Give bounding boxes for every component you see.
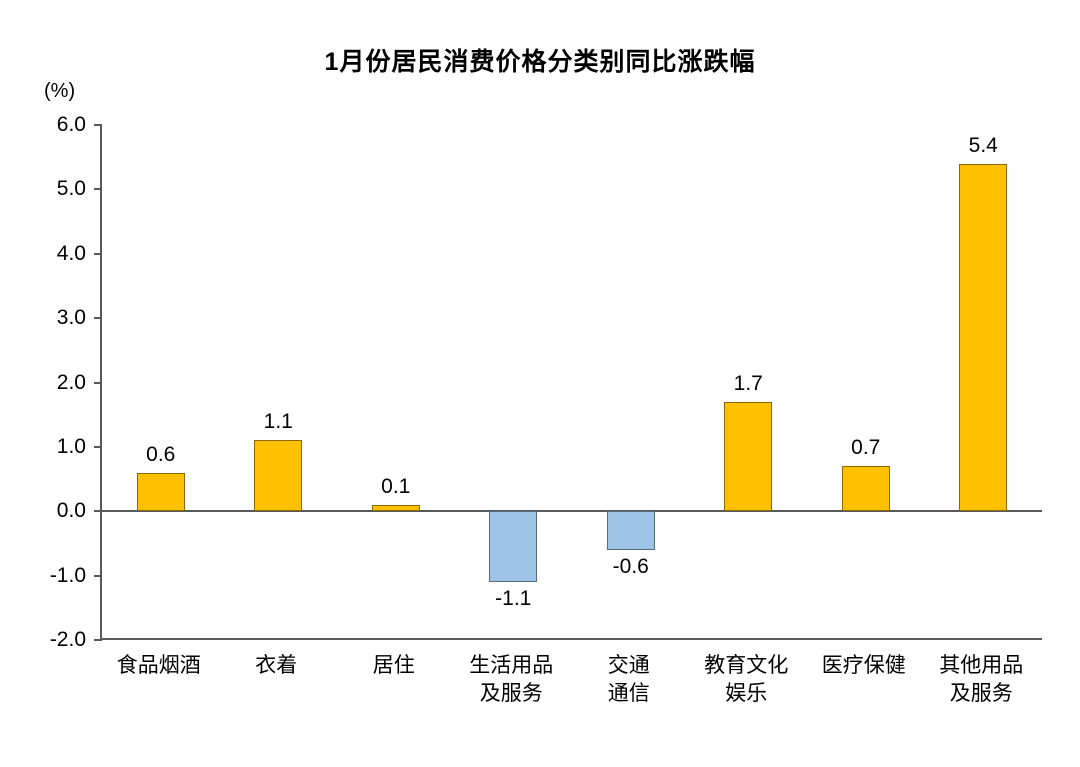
- y-tick-mark: [94, 317, 102, 320]
- category-label: 衣着: [255, 654, 298, 677]
- category-label: 交通 通信: [607, 654, 650, 706]
- y-tick-mark: [94, 124, 102, 126]
- y-tick-mark: [94, 574, 102, 577]
- y-tick-mark: [94, 639, 102, 641]
- bar-value-label: 1.1: [263, 410, 293, 434]
- y-tick-mark: [94, 381, 102, 384]
- y-tick-label: 1.0: [56, 434, 86, 458]
- x-axis-category-labels: 食品烟酒 衣着 居住 生活用品 及服务 交通 通信 教育文化 娱乐 医疗保健 其他用品 及服务: [100, 652, 1040, 709]
- y-tick-label: -2.0: [49, 628, 86, 651]
- category-label: 医疗保健: [821, 654, 906, 677]
- y-tick-mark: [94, 510, 102, 513]
- category-label: 居住: [372, 654, 415, 677]
- chart-title: 1月份居民消费价格分类别同比涨跌幅: [324, 48, 756, 76]
- y-tick-label: 2.0: [56, 370, 86, 394]
- bar-2: [371, 504, 420, 512]
- bar-5: [724, 401, 773, 512]
- zero-baseline: [102, 510, 1042, 513]
- y-axis-tick-labels: 6.0 5.0 4.0 3.0 2.0 1.0 0.0 -1.0 -2.0: [0, 113, 92, 651]
- y-tick-mark: [94, 188, 102, 191]
- x-axis-line: [102, 638, 1042, 640]
- bar-value-label: -0.6: [612, 554, 649, 578]
- bar-value-label: 0.1: [381, 474, 411, 498]
- y-tick-label: 0.0: [56, 499, 86, 523]
- y-tick-label: 5.0: [56, 177, 86, 201]
- y-tick-label: 4.0: [56, 241, 86, 265]
- y-axis-unit-label: (%): [44, 80, 76, 102]
- bar-value-label: 0.6: [146, 442, 176, 466]
- category-label: 生活用品 及服务: [469, 654, 554, 706]
- y-tick-label: 6.0: [56, 113, 86, 136]
- category-label: 教育文化 娱乐: [704, 654, 789, 706]
- bar-value-label: 0.7: [851, 436, 881, 460]
- bar-3: [489, 511, 538, 583]
- bar-value-label: -1.1: [495, 587, 532, 611]
- bar-4: [606, 511, 655, 550]
- bar-value-label: 1.7: [733, 371, 763, 395]
- plot-area: 0.6 1.1 0.1 -1.1 -0.6 1.7 0.7 5.4: [94, 124, 1042, 641]
- category-label: 食品烟酒: [116, 654, 201, 677]
- y-tick-label: -1.0: [49, 563, 86, 587]
- bar-0: [136, 472, 185, 512]
- category-label: 其他用品 及服务: [939, 654, 1024, 706]
- y-tick-mark: [94, 252, 102, 255]
- bar-value-label: 5.4: [968, 133, 998, 157]
- bar-7: [959, 163, 1008, 512]
- bar-1: [254, 440, 303, 512]
- y-tick-label: 3.0: [56, 306, 86, 330]
- bar-6: [841, 466, 890, 512]
- y-tick-mark: [94, 445, 102, 448]
